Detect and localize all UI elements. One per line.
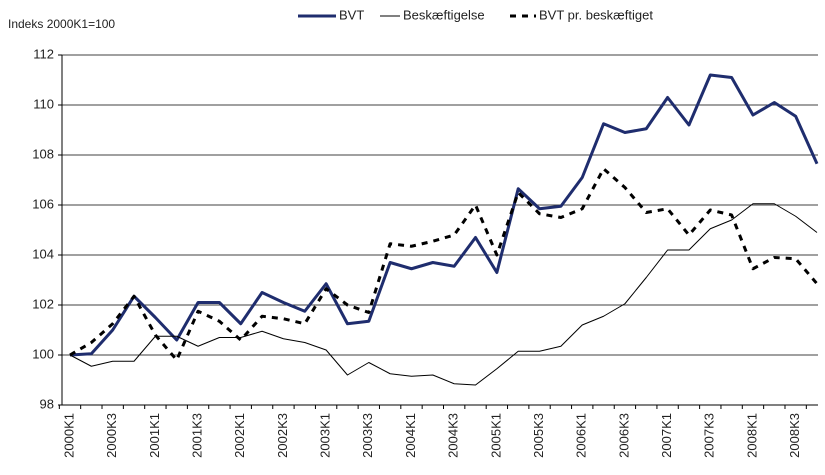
- series-line: [69, 73, 819, 357]
- x-tick-label: 2007K3: [702, 413, 717, 458]
- x-tick-label: 2003K1: [318, 413, 333, 458]
- legend-label: BVT pr. beskæftiget: [539, 7, 653, 22]
- series-line: [69, 167, 819, 362]
- x-tick-label: 2000K1: [61, 413, 76, 458]
- x-tick-label: 2008K1: [744, 413, 759, 458]
- y-tick-label: 104: [32, 246, 54, 261]
- y-tick-label: 110: [33, 96, 54, 111]
- x-tick-label: 2002K1: [232, 413, 247, 458]
- series-line: [69, 203, 818, 386]
- y-tick-label: 108: [32, 146, 54, 161]
- x-tick-label: 2001K3: [189, 413, 204, 458]
- x-tick-label: 2002K3: [275, 413, 290, 458]
- x-tick-label: 2004K3: [446, 413, 461, 458]
- x-tick-label: 2005K1: [488, 413, 503, 458]
- x-tick-label: 2006K3: [616, 413, 631, 458]
- legend-label: Beskæftigelse: [403, 7, 485, 22]
- y-axis-label: Indeks 2000K1=100: [8, 17, 115, 31]
- x-tick-label: 2005K3: [531, 413, 546, 458]
- y-tick-label: 98: [40, 396, 54, 411]
- x-tick-label: 2001K1: [147, 413, 162, 458]
- x-tick-label: 2003K3: [360, 413, 375, 458]
- x-tick-label: 2007K1: [659, 413, 674, 458]
- x-tick-label: 2004K1: [403, 413, 418, 458]
- x-tick-label: 2000K3: [104, 413, 119, 458]
- y-tick-label: 102: [32, 296, 54, 311]
- y-tick-label: 100: [32, 346, 54, 361]
- y-tick-label: 106: [32, 196, 54, 211]
- y-tick-label: 112: [33, 46, 54, 61]
- x-tick-label: 2008K3: [787, 413, 802, 458]
- legend-label: BVT: [339, 7, 364, 22]
- x-tick-label: 2006K1: [574, 413, 589, 458]
